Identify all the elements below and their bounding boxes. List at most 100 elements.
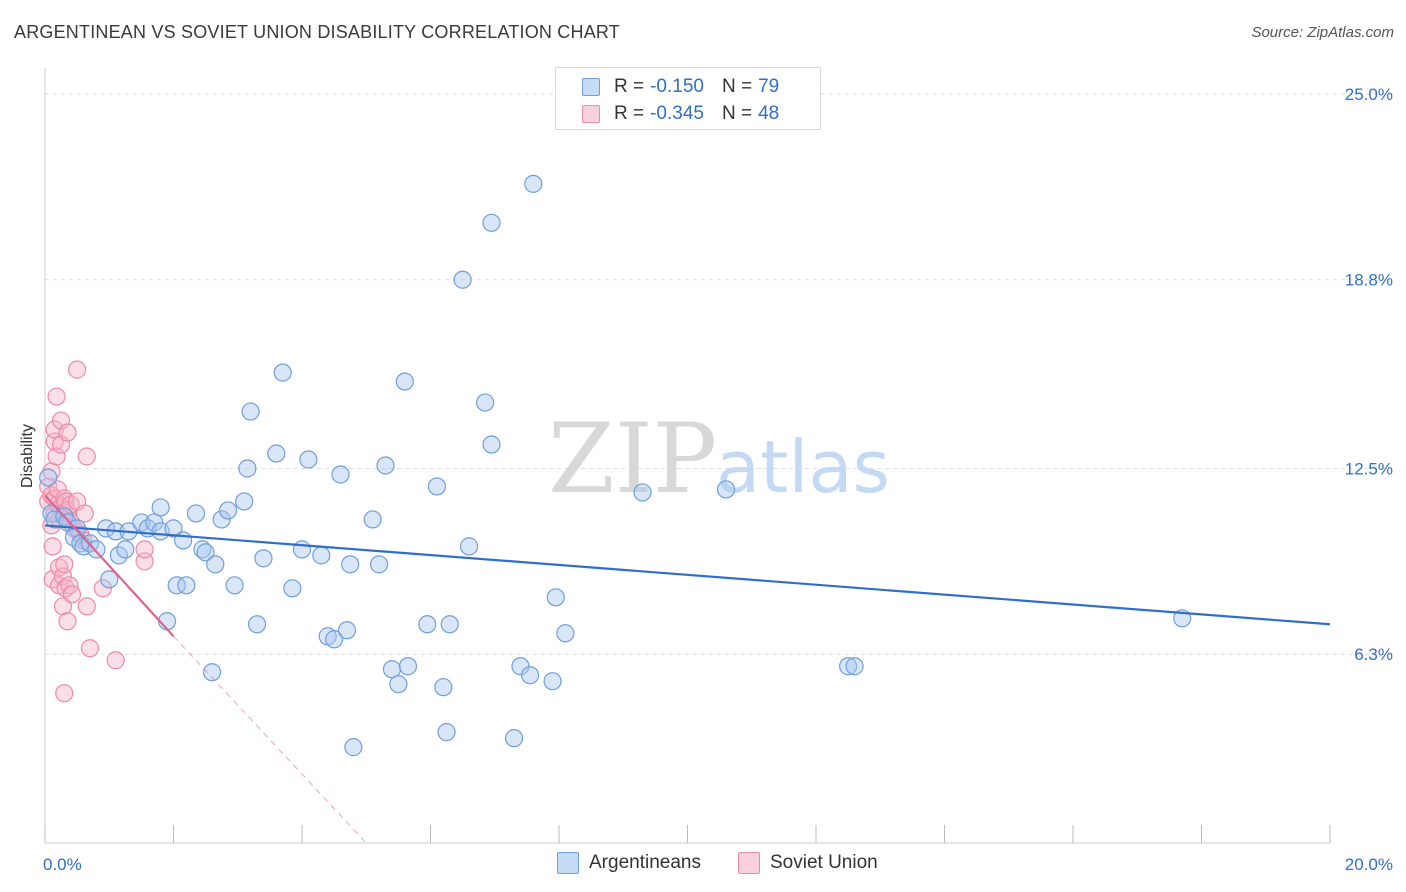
argentineans-point <box>363 510 382 529</box>
legend-item-soviet-union[interactable]: Soviet Union <box>738 852 878 874</box>
argentineans-point <box>219 501 238 520</box>
argentineans-point <box>716 480 736 499</box>
argentineans-point <box>164 519 183 538</box>
soviet-union-trend-line <box>44 494 175 638</box>
argentineans-point <box>292 540 312 559</box>
grid-lines <box>45 93 1392 655</box>
argentineans-point <box>437 723 456 742</box>
argentineans-point <box>238 459 257 478</box>
soviet-union-point <box>135 540 154 559</box>
legend-item-argentineans[interactable]: Argentineans <box>557 852 701 874</box>
n-label: N = <box>721 76 753 97</box>
y-tick-label: 18.8% <box>1345 271 1393 290</box>
x-tick-label: 0.0% <box>43 855 82 874</box>
argentineans-point <box>459 537 479 556</box>
argentineans-point <box>151 498 170 517</box>
argentineans-point <box>196 543 215 562</box>
argentineans-point <box>235 492 254 511</box>
argentineans-point <box>212 510 231 529</box>
argentineans-point <box>116 540 135 559</box>
tick-labels: 6.3% 12.5% 18.8% 25.0% 0.0% 20.0% <box>43 85 1393 874</box>
y-tick-label: 6.3% <box>1354 645 1393 664</box>
n-label: N = <box>721 103 753 124</box>
argentineans-point <box>177 576 196 595</box>
soviet-union-point <box>62 585 82 604</box>
argentineans-point <box>520 666 540 685</box>
soviet-union-point <box>77 597 96 616</box>
argentineans-point <box>39 468 58 487</box>
argentineans-point <box>225 576 244 595</box>
argentineans-point <box>418 615 437 634</box>
argentineans-point <box>504 729 524 748</box>
stats-legend: R = -0.150 N = 79 R = -0.345 N = 48 <box>555 67 821 130</box>
argentineans-trend-line <box>44 524 1331 626</box>
argentineans-point <box>543 672 562 691</box>
chart-title: ARGENTINEAN VS SOVIET UNION DISABILITY C… <box>14 22 620 42</box>
x-tick-label: 20.0% <box>1345 855 1393 874</box>
argentineans-point <box>193 540 212 559</box>
soviet-union-point <box>106 651 125 670</box>
y-tick-label: 12.5% <box>1345 459 1393 478</box>
argentineans-point <box>427 477 447 496</box>
argentineans-point <box>556 624 575 643</box>
argentineans-point <box>482 213 501 232</box>
argentineans-point <box>174 531 193 550</box>
soviet-union-point <box>47 387 66 406</box>
watermark: ZIP atlas <box>548 403 890 515</box>
argentineans-point <box>87 540 106 559</box>
soviet-union-point <box>47 447 66 466</box>
stats-legend-row-argentineans: R = -0.150 N = 79 <box>582 76 779 98</box>
argentineans-point <box>312 546 331 565</box>
y-axis-label: Disability <box>19 423 36 489</box>
soviet-union-point <box>80 639 100 658</box>
argentineans-point <box>100 570 119 589</box>
soviet-union-point <box>93 579 112 598</box>
trend-lines <box>44 494 1331 844</box>
soviet-union-point <box>55 555 74 574</box>
argentineans-point <box>167 576 186 595</box>
soviet-union-point <box>50 558 69 577</box>
series-legend: Argentineans Soviet Union <box>0 852 1406 876</box>
argentineans-point <box>254 549 273 568</box>
r-value: -0.345 <box>650 103 704 124</box>
argentineans-point <box>241 402 260 421</box>
r-label: R = <box>614 76 645 97</box>
argentineans-point <box>376 456 395 475</box>
argentineans-point <box>389 675 408 694</box>
axes <box>44 68 1331 844</box>
soviet-union-point <box>43 537 62 556</box>
r-label: R = <box>614 103 645 124</box>
source-label: Source: ZipAtlas.com <box>1251 24 1394 41</box>
argentineans-point <box>434 678 453 697</box>
y-tick-label: 25.0% <box>1345 85 1393 104</box>
argentineans-point <box>633 483 652 502</box>
n-value: 48 <box>758 103 780 124</box>
legend-label: Soviet Union <box>770 852 878 873</box>
soviet-union-point <box>55 684 74 703</box>
argentineans-point <box>202 663 222 682</box>
stats-legend-row-soviet-union: R = -0.345 N = 48 <box>582 103 779 125</box>
soviet-union-point <box>77 447 96 466</box>
argentineans-point <box>247 615 267 634</box>
soviet-union-point <box>68 360 87 379</box>
soviet-union-point <box>58 423 77 442</box>
argentineans-point <box>370 555 389 574</box>
argentineans-point <box>839 657 858 676</box>
argentineans-point <box>395 372 414 391</box>
argentineans-point <box>524 174 543 193</box>
blue-swatch <box>582 78 600 96</box>
watermark-zip: ZIP <box>548 403 717 515</box>
pink-swatch <box>738 852 760 874</box>
soviet-union-point <box>75 504 94 523</box>
argentineans-point <box>453 270 472 289</box>
argentineans-point <box>341 555 360 574</box>
soviet-union-point <box>58 612 77 631</box>
argentineans-point <box>440 615 459 634</box>
argentineans-point <box>344 738 363 757</box>
argentineans-point <box>299 450 318 469</box>
pink-swatch <box>582 105 600 123</box>
argentineans-point <box>145 513 164 532</box>
argentineans-point <box>476 393 495 412</box>
argentineans-point <box>398 657 418 676</box>
